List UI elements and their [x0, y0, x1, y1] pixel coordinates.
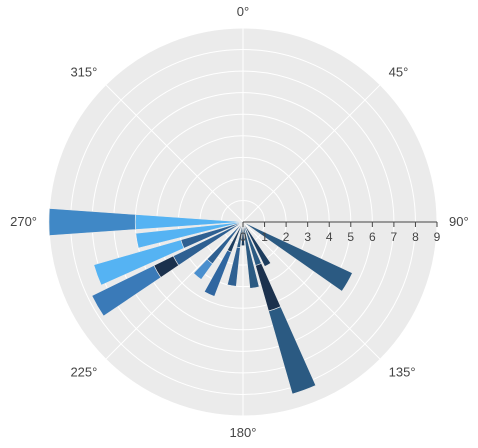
polar-bars — [48, 208, 353, 395]
angular-gridline-45 — [242, 84, 381, 223]
bar-4 — [268, 306, 317, 395]
bar-12 — [193, 258, 214, 280]
radial-tick-label-8: 8 — [412, 230, 419, 244]
bar-6 — [241, 221, 245, 247]
angular-gridline-315 — [105, 84, 244, 223]
angular-tick-label-270: 270° — [10, 214, 37, 229]
bar-0 — [242, 221, 353, 292]
radial-tick-label-5: 5 — [347, 230, 354, 244]
angular-tick-label-225: 225° — [70, 365, 97, 380]
bar-18 — [135, 221, 244, 249]
angular-gridline-135 — [242, 221, 381, 360]
radial-tick-label-0: 0 — [240, 230, 247, 244]
angular-tick-label-45: 45° — [389, 64, 409, 79]
angular-gridline-225 — [105, 221, 244, 360]
radial-tick-label-3: 3 — [304, 230, 311, 244]
bar-5 — [242, 221, 260, 289]
angular-tick-label-135: 135° — [389, 365, 416, 380]
bar-10 — [203, 249, 232, 297]
bar-8 — [226, 246, 241, 287]
angular-tick-label-315: 315° — [70, 64, 97, 79]
angular-tick-label-90: 90° — [449, 214, 469, 229]
bar-15 — [91, 265, 162, 317]
radial-tick-label-1: 1 — [261, 230, 268, 244]
angular-tick-label-180: 180° — [230, 425, 257, 440]
radial-tick-label-7: 7 — [391, 230, 398, 244]
radial-tick-label-4: 4 — [326, 230, 333, 244]
bar-1 — [242, 221, 272, 267]
angular-tick-label-0: 0° — [237, 4, 249, 19]
bar-17 — [93, 239, 185, 286]
radial-tick-label-6: 6 — [369, 230, 376, 244]
angular-axis-labels: 0° 45° 90° 135° 180° 225° 270° 315° — [10, 4, 469, 440]
bar-20 — [48, 208, 136, 236]
radial-tick-label-9: 9 — [434, 230, 441, 244]
radial-tick-label-2: 2 — [283, 230, 290, 244]
